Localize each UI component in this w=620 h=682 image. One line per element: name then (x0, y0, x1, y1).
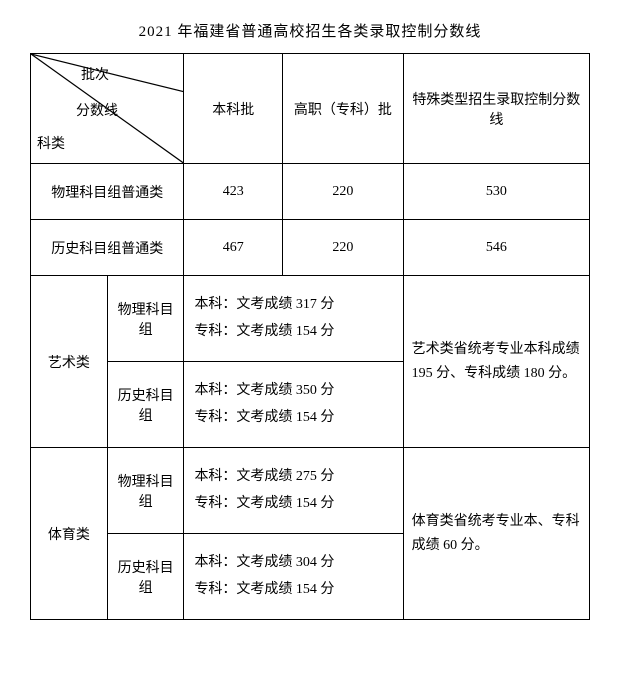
row-art-physics: 艺术类 物理科目组 本科：文考成绩 317 分 专科：文考成绩 154 分 艺术… (31, 276, 590, 362)
cell-art-history-label: 历史科目组 (107, 362, 184, 448)
art-physics-zk: 专科：文考成绩 154 分 (194, 319, 394, 346)
cell-art-note: 艺术类省统考专业本科成绩 195 分、专科成绩 180 分。 (403, 276, 589, 448)
col-header-gaozhi: 高职（专科）批 (283, 54, 404, 164)
sport-physics-zk: 专科：文考成绩 154 分 (194, 491, 394, 518)
cell-art-physics-scores: 本科：文考成绩 317 分 专科：文考成绩 154 分 (184, 276, 403, 362)
diag-label-mid: 分数线 (76, 100, 118, 120)
cell-sport-history-label: 历史科目组 (107, 534, 184, 620)
cell-art-history-scores: 本科：文考成绩 350 分 专科：文考成绩 154 分 (184, 362, 403, 448)
art-history-zk: 专科：文考成绩 154 分 (194, 405, 394, 432)
cell-sport-physics-label: 物理科目组 (107, 448, 184, 534)
cell-physics-label: 物理科目组普通类 (31, 164, 184, 220)
diag-label-bottom: 科类 (37, 133, 65, 153)
row-history-general: 历史科目组普通类 467 220 546 (31, 220, 590, 276)
diag-label-top: 批次 (81, 64, 109, 84)
cell-history-benke: 467 (184, 220, 283, 276)
art-history-bk: 本科：文考成绩 350 分 (194, 378, 394, 405)
row-physics-general: 物理科目组普通类 423 220 530 (31, 164, 590, 220)
cell-physics-gaozhi: 220 (283, 164, 404, 220)
cell-history-label: 历史科目组普通类 (31, 220, 184, 276)
page-title: 2021 年福建省普通高校招生各类录取控制分数线 (30, 20, 590, 41)
sport-history-zk: 专科：文考成绩 154 分 (194, 577, 394, 604)
sport-physics-bk: 本科：文考成绩 275 分 (194, 464, 394, 491)
cell-history-special: 546 (403, 220, 589, 276)
col-header-benke: 本科批 (184, 54, 283, 164)
header-row: 批次 分数线 科类 本科批 高职（专科）批 特殊类型招生录取控制分数线 (31, 54, 590, 164)
art-physics-bk: 本科：文考成绩 317 分 (194, 292, 394, 319)
sport-history-bk: 本科：文考成绩 304 分 (194, 550, 394, 577)
cell-sport-label: 体育类 (31, 448, 108, 620)
cell-sport-physics-scores: 本科：文考成绩 275 分 专科：文考成绩 154 分 (184, 448, 403, 534)
cell-art-physics-label: 物理科目组 (107, 276, 184, 362)
cell-art-label: 艺术类 (31, 276, 108, 448)
cell-sport-history-scores: 本科：文考成绩 304 分 专科：文考成绩 154 分 (184, 534, 403, 620)
diagonal-header: 批次 分数线 科类 (31, 54, 184, 164)
score-table: 批次 分数线 科类 本科批 高职（专科）批 特殊类型招生录取控制分数线 物理科目… (30, 53, 590, 620)
cell-history-gaozhi: 220 (283, 220, 404, 276)
col-header-special: 特殊类型招生录取控制分数线 (403, 54, 589, 164)
cell-physics-benke: 423 (184, 164, 283, 220)
cell-physics-special: 530 (403, 164, 589, 220)
row-sport-physics: 体育类 物理科目组 本科：文考成绩 275 分 专科：文考成绩 154 分 体育… (31, 448, 590, 534)
cell-sport-note: 体育类省统考专业本、专科成绩 60 分。 (403, 448, 589, 620)
